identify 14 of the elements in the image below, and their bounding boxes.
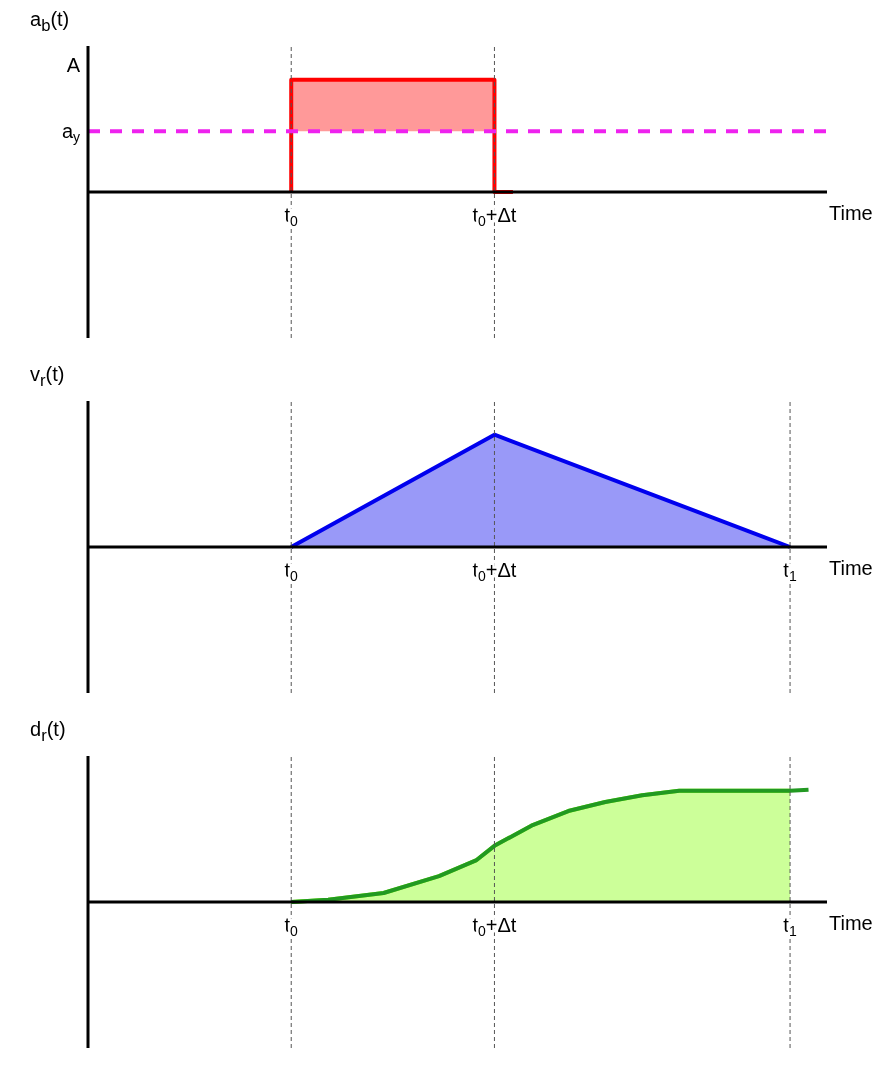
x-tick-label: t$_{0}$ [284,204,299,230]
x-axis-title: Time [829,912,873,935]
x-tick-label: t$_{0}$ [284,914,299,940]
x-axis-title: Time [829,557,873,580]
y-axis-title: a$_{b}$(t) [30,8,70,36]
y-axis-title: d$_{r}$(t) [30,718,66,746]
y-axis-title: v$_{r}$(t) [30,363,65,391]
x-tick-label: t$_{0}$ [284,559,299,585]
x-tick-label: t$_{0}$+Δt [472,914,517,940]
ref-line-label: a$_{y}$ [61,120,80,146]
text: A [66,53,81,76]
x-tick-label: t$_{0}$+Δt [472,559,517,585]
x-axis-title: Time [829,202,873,225]
x-tick-label: t$_{0}$+Δt [472,204,517,230]
